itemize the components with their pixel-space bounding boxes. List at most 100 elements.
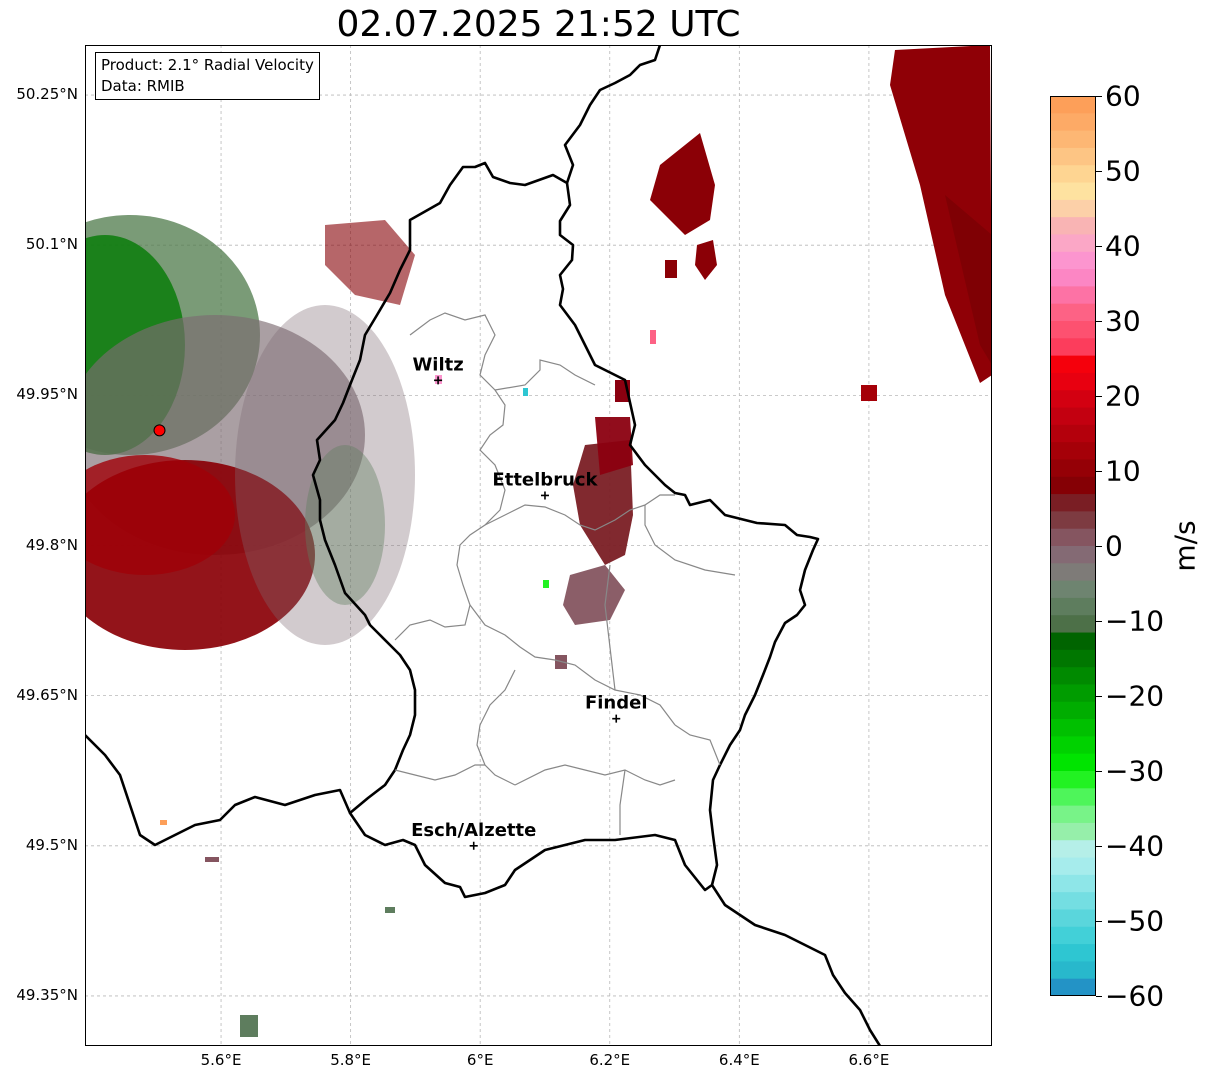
echo-fringe-green — [305, 445, 385, 605]
echo-speck — [543, 580, 549, 588]
colorbar-tick-mark — [1096, 96, 1102, 97]
lon-tick-label: 6.6°E — [848, 1051, 890, 1069]
border-germany-east — [710, 884, 882, 1046]
echo-ne-cell-4 — [861, 385, 877, 401]
colorbar-tick-mark — [1096, 396, 1102, 397]
border-belgium-france-south — [85, 734, 352, 847]
lon-tick-label: 6.2°E — [589, 1051, 631, 1069]
colorbar-tick-label: 30 — [1105, 304, 1141, 338]
colorbar-segment — [1050, 182, 1096, 201]
echo-south-cell — [563, 565, 625, 625]
city-wiltz: Wiltz — [412, 354, 464, 385]
colorbar-segment — [1050, 338, 1096, 357]
lat-tick-label: 50.1°N — [25, 235, 78, 254]
colorbar-segment — [1050, 390, 1096, 409]
city-marker-cross — [469, 841, 478, 850]
colorbar-tick-label: 0 — [1105, 529, 1123, 563]
colorbar-segment — [1050, 771, 1096, 789]
city-marker-cross — [434, 376, 443, 385]
canton-borders — [394, 312, 736, 835]
colorbar-tick-mark — [1096, 546, 1102, 547]
colorbar-segment — [1050, 303, 1096, 322]
colorbar-segment — [1050, 615, 1096, 634]
colorbar-tick-label: 10 — [1105, 454, 1141, 488]
colorbar-tick-mark — [1096, 246, 1102, 247]
colorbar-segment — [1050, 857, 1096, 876]
colorbar-tick-label: −10 — [1105, 604, 1165, 638]
lon-tick-label: 5.6°E — [200, 1051, 242, 1069]
colorbar-tick-mark — [1096, 621, 1102, 622]
colorbar-tick-mark — [1096, 471, 1102, 472]
radar-site — [153, 424, 166, 437]
colorbar-segment — [1050, 511, 1096, 530]
echo-far-ne-line — [890, 45, 992, 383]
echo-ne-cell-3 — [665, 260, 677, 278]
city-findel: Findel — [585, 693, 648, 723]
radar-echoes — [85, 45, 992, 1037]
colorbar-segment — [1050, 286, 1096, 305]
colorbar-segment — [1050, 113, 1096, 132]
colorbar-segment — [1050, 597, 1096, 616]
colorbar-segment — [1050, 892, 1096, 911]
city-ettelbruck: Ettelbruck — [492, 469, 599, 500]
colorbar-tick-mark — [1096, 171, 1102, 172]
colorbar-segment — [1050, 788, 1096, 807]
lat-tick-label: 49.35°N — [16, 985, 78, 1004]
colorbar — [1050, 96, 1096, 996]
colorbar-tick-label: 40 — [1105, 229, 1141, 263]
colorbar-segment — [1050, 563, 1096, 582]
lon-tick-label: 6°E — [466, 1051, 494, 1069]
colorbar-segment — [1050, 944, 1096, 962]
city-label: Wiltz — [412, 354, 463, 375]
chart-title: 02.07.2025 21:52 UTC — [336, 4, 741, 45]
colorbar-tick-mark — [1096, 996, 1102, 997]
echo-outbound-red-inner — [85, 455, 235, 575]
lat-tick-label: 49.95°N — [16, 385, 78, 404]
colorbar-segment — [1050, 528, 1096, 547]
colorbar-segment — [1050, 372, 1096, 391]
colorbar-segment — [1050, 199, 1096, 218]
colorbar-segment — [1050, 424, 1096, 443]
colorbar-segment — [1050, 736, 1096, 755]
colorbar-segment — [1050, 961, 1096, 980]
city-label: Esch/Alzette — [411, 820, 536, 841]
lat-tick-label: 50.25°N — [16, 85, 78, 104]
colorbar-tick-label: 50 — [1105, 154, 1141, 188]
colorbar-segment — [1050, 719, 1096, 737]
colorbar-tick-label: −30 — [1105, 754, 1165, 788]
colorbar-segment — [1050, 269, 1096, 287]
radar-map[interactable]: Wiltz Ettelbruck Findel Esch/Alzette — [85, 45, 992, 1046]
colorbar-segment — [1050, 580, 1096, 599]
colorbar-segment — [1050, 494, 1096, 512]
colorbar-segment — [1050, 321, 1096, 339]
colorbar-tick-mark — [1096, 321, 1102, 322]
city-marker-cross — [540, 491, 549, 500]
colorbar-tick-mark — [1096, 696, 1102, 697]
city-label: Findel — [585, 693, 648, 714]
colorbar-segment — [1050, 442, 1096, 461]
colorbar-segment — [1050, 165, 1096, 184]
echo-ne-cell-2 — [695, 240, 717, 280]
city-esch-alzette: Esch/Alzette — [411, 820, 536, 850]
colorbar-tick-label: −50 — [1105, 904, 1165, 938]
colorbar-tick-mark — [1096, 921, 1102, 922]
city-markers: Wiltz Ettelbruck Findel Esch/Alzette — [411, 354, 648, 850]
echo-speck — [160, 820, 167, 825]
colorbar-segment — [1050, 667, 1096, 686]
colorbar-segment — [1050, 130, 1096, 149]
colorbar-segment — [1050, 926, 1096, 945]
colorbar-frame — [1050, 96, 1096, 996]
colorbar-segment — [1050, 407, 1096, 426]
colorbar-tick-label: −20 — [1105, 679, 1165, 713]
colorbar-segment — [1050, 234, 1096, 253]
colorbar-segment — [1050, 355, 1096, 374]
border-germany-north — [563, 45, 662, 184]
city-marker-cross — [612, 714, 621, 723]
echo-ettelbruck-core — [595, 417, 633, 475]
radar-site-marker — [153, 424, 166, 437]
echo-far-ne-line-core — [945, 195, 992, 365]
product-info-box: Product: 2.1° Radial Velocity Data: RMIB — [95, 52, 320, 100]
colorbar-segment — [1050, 684, 1096, 703]
colorbar-segment — [1050, 546, 1096, 564]
colorbar-unit-label: m/s — [1168, 520, 1202, 572]
